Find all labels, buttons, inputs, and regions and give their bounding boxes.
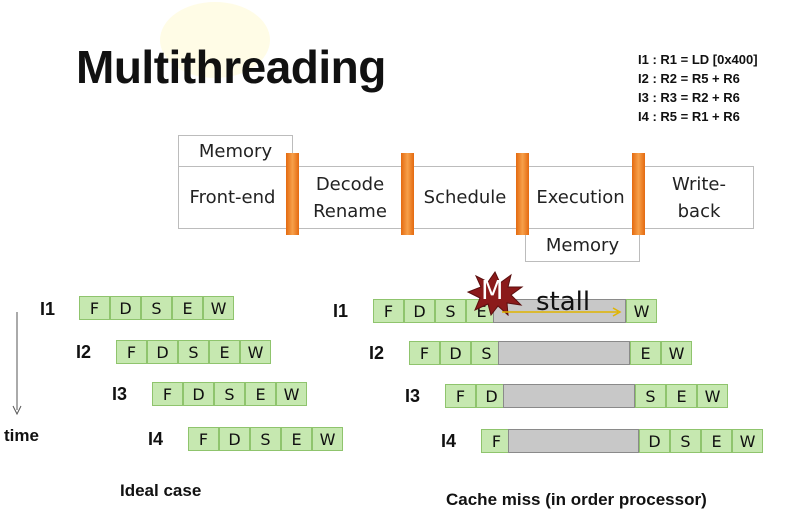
ideal-cell-i2-5: W	[240, 340, 271, 364]
ideal-cell-i1-3: S	[141, 296, 172, 320]
pipeline-latch-4	[632, 153, 645, 235]
miss-label-i3: I3	[405, 386, 421, 406]
ideal-case-caption: Ideal case	[120, 481, 202, 500]
decorative-blob	[160, 2, 270, 78]
stall-bar-i2	[498, 341, 630, 365]
miss-label-i2: I2	[369, 343, 385, 363]
stage-front-end: Front-end	[189, 187, 276, 208]
miss-cell-i2-before-1: F	[409, 341, 440, 365]
memory-box-bottom: Memory	[525, 228, 640, 262]
pipeline-latch-1	[286, 153, 299, 235]
stage-schedule: Schedule	[423, 187, 507, 208]
miss-cell-i4-after-4: W	[732, 429, 763, 453]
cache-miss-star-icon	[466, 270, 524, 316]
ideal-cell-i2-4: E	[209, 340, 240, 364]
miss-cell-i3-after-3: W	[697, 384, 728, 408]
ideal-cell-i2-1: F	[116, 340, 147, 364]
cache-miss-caption: Cache miss (in order processor)	[446, 490, 707, 509]
ideal-cell-i1-5: W	[203, 296, 234, 320]
ideal-cell-i4-3: S	[250, 427, 281, 451]
miss-label-i1: I1	[333, 301, 349, 321]
stage-execution: Execution	[536, 187, 625, 208]
miss-cell-i4-after-1: D	[639, 429, 670, 453]
time-arrow-icon	[12, 312, 22, 416]
ideal-cell-i3-2: D	[183, 382, 214, 406]
miss-cell-i1-before-2: D	[404, 299, 435, 323]
instruction-list: I1 : R1 = LD [0x400] I2 : R2 = R5 + R6 I…	[638, 50, 758, 126]
miss-cell-i1-before-3: S	[435, 299, 466, 323]
ideal-label-i3: I3	[112, 384, 128, 404]
ideal-cell-i1-2: D	[110, 296, 141, 320]
miss-cell-i2-before-2: D	[440, 341, 471, 365]
ideal-cell-i3-3: S	[214, 382, 245, 406]
ideal-cell-i4-1: F	[188, 427, 219, 451]
miss-cell-i2-before-3: S	[471, 341, 502, 365]
pipeline-latch-2	[401, 153, 414, 235]
stall-bar-i4	[508, 429, 639, 453]
stall-arrow-icon	[502, 307, 622, 317]
cache-miss-marker: M	[481, 276, 504, 306]
ideal-cell-i3-1: F	[152, 382, 183, 406]
ideal-cell-i2-2: D	[147, 340, 178, 364]
ideal-cell-i4-5: W	[312, 427, 343, 451]
miss-cell-i4-after-2: S	[670, 429, 701, 453]
miss-cell-i2-after-2: W	[661, 341, 692, 365]
ideal-cell-i3-4: E	[245, 382, 276, 406]
ideal-cell-i1-4: E	[172, 296, 203, 320]
miss-cell-i3-after-2: E	[666, 384, 697, 408]
stage-writeback: Write- back	[671, 173, 727, 222]
memory-box-top: Memory	[178, 135, 293, 167]
miss-cell-i3-after-1: S	[635, 384, 666, 408]
stage-decode-rename: Decode Rename	[313, 173, 387, 222]
ideal-label-i1: I1	[40, 299, 56, 319]
miss-cell-i4-before-1: F	[481, 429, 512, 453]
pipeline-outline	[178, 166, 754, 229]
ideal-label-i2: I2	[76, 342, 92, 362]
stall-bar-i3	[503, 384, 635, 408]
ideal-cell-i4-2: D	[219, 427, 250, 451]
instruction-1: I1 : R1 = LD [0x400]	[638, 52, 758, 67]
instruction-4: I4 : R5 = R1 + R6	[638, 109, 740, 124]
miss-cell-i3-before-1: F	[445, 384, 476, 408]
ideal-cell-i1-1: F	[79, 296, 110, 320]
instruction-3: I3 : R3 = R2 + R6	[638, 90, 740, 105]
instruction-2: I2 : R2 = R5 + R6	[638, 71, 740, 86]
miss-cell-i1-after-1: W	[626, 299, 657, 323]
pipeline-latch-3	[516, 153, 529, 235]
page-title: Multithreading	[76, 41, 386, 93]
miss-label-i4: I4	[441, 431, 457, 451]
miss-cell-i1-before-1: F	[373, 299, 404, 323]
miss-cell-i2-after-1: E	[630, 341, 661, 365]
miss-cell-i4-after-3: E	[701, 429, 732, 453]
ideal-cell-i3-5: W	[276, 382, 307, 406]
ideal-cell-i4-4: E	[281, 427, 312, 451]
ideal-cell-i2-3: S	[178, 340, 209, 364]
time-label: time	[4, 426, 39, 445]
ideal-label-i4: I4	[148, 429, 164, 449]
